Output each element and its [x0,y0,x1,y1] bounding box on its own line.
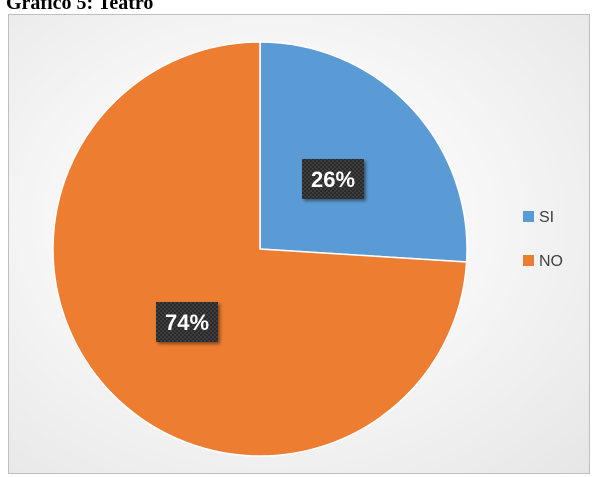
legend-swatch-no [523,255,534,266]
figure-caption: Gráfico 5: Teatro [6,0,154,14]
pie-slice-no [52,41,468,457]
data-label-si: 26% [311,167,355,192]
legend-label-si: SI [539,209,554,226]
legend-swatch-si [523,211,534,222]
legend-label-no: NO [539,253,563,270]
data-label-no: 74% [165,310,209,335]
pie-slice-si [259,41,468,263]
data-label-box-si [302,159,364,199]
data-label-box-no [156,302,218,342]
